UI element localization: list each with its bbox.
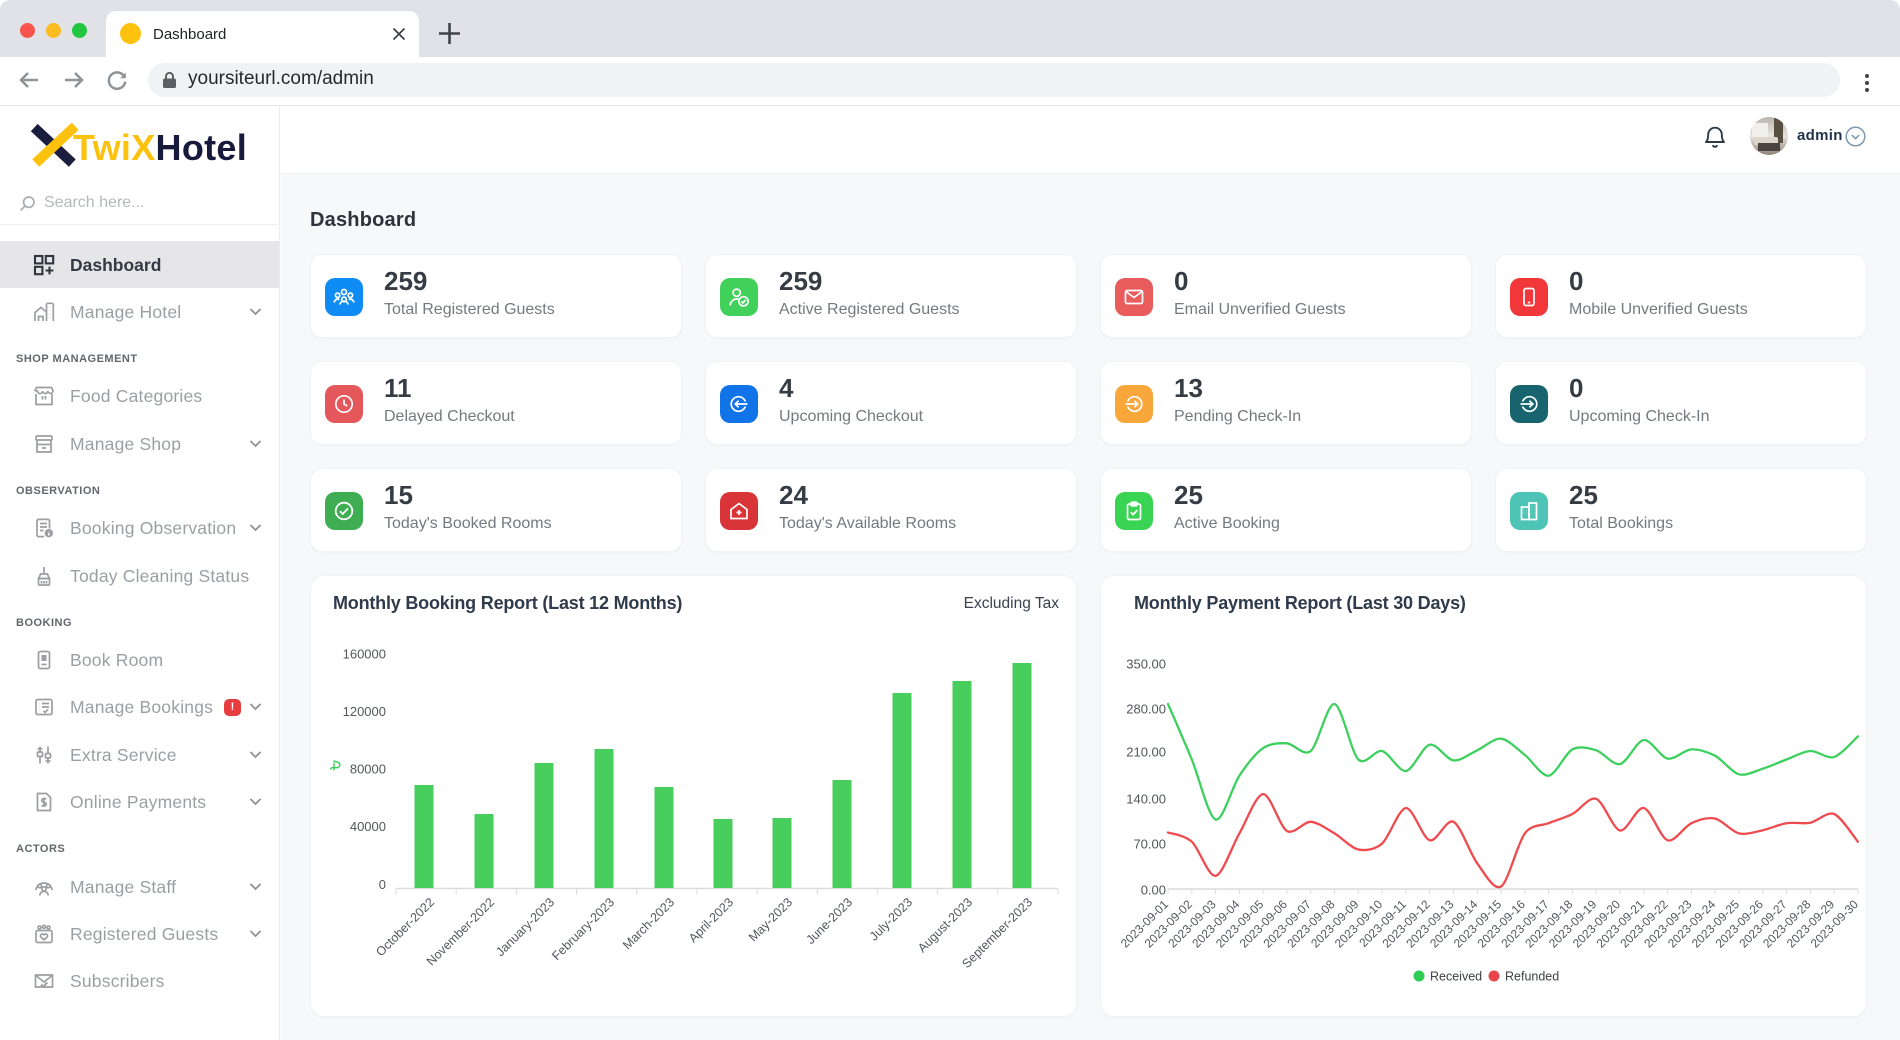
svg-text:280.00: 280.00 (1126, 701, 1166, 716)
svg-text:70.00: 70.00 (1133, 836, 1166, 851)
svg-text:March-2023: March-2023 (620, 895, 677, 952)
svg-text:August-2023: August-2023 (915, 895, 975, 955)
svg-text:October-2022: October-2022 (373, 895, 437, 959)
svg-text:Received: Received (1430, 970, 1482, 984)
svg-text:January-2023: January-2023 (493, 895, 557, 959)
svg-text:120000: 120000 (343, 704, 386, 719)
svg-text:April-2023: April-2023 (686, 895, 736, 945)
svg-text:160000: 160000 (343, 646, 386, 661)
svg-text:June-2023: June-2023 (803, 895, 855, 947)
svg-text:40000: 40000 (350, 819, 386, 834)
svg-text:0: 0 (379, 877, 386, 892)
svg-text:80000: 80000 (350, 761, 386, 776)
svg-text:Refunded: Refunded (1505, 970, 1559, 984)
svg-text:350.00: 350.00 (1126, 656, 1166, 671)
svg-text:May-2023: May-2023 (746, 895, 795, 944)
svg-text:210.00: 210.00 (1126, 744, 1166, 759)
svg-text:July-2023: July-2023 (867, 895, 915, 943)
svg-text:February-2023: February-2023 (549, 895, 617, 963)
svg-text:140.00: 140.00 (1126, 791, 1166, 806)
svg-text:0.00: 0.00 (1141, 882, 1166, 897)
